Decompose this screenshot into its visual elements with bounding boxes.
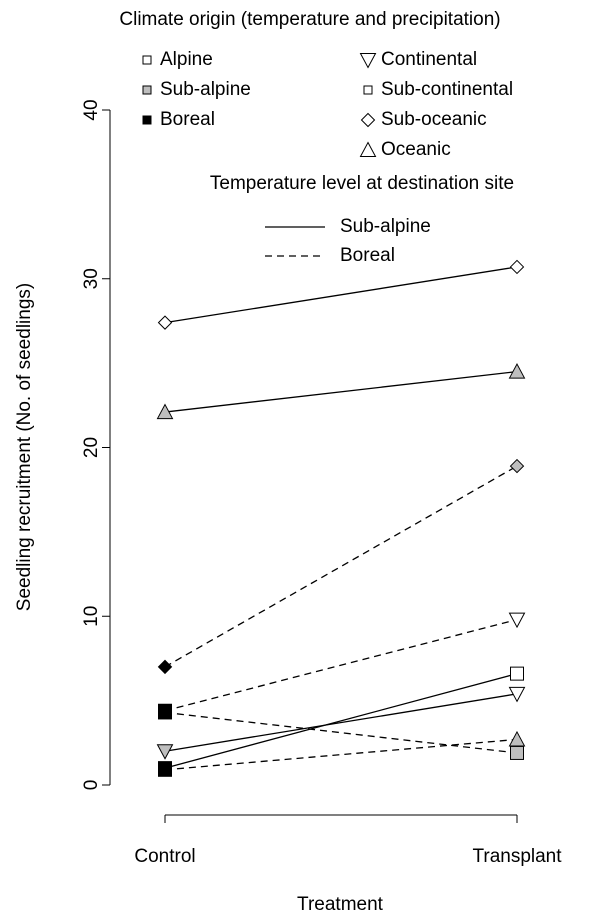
legend-marker bbox=[142, 115, 152, 125]
series-line bbox=[164, 370, 518, 413]
legend-title: Climate origin (temperature and precipit… bbox=[119, 9, 500, 30]
series-line bbox=[164, 465, 518, 668]
y-tick-label: 10 bbox=[81, 606, 102, 627]
legend-marker bbox=[363, 85, 373, 95]
series-line bbox=[164, 618, 518, 712]
x-tick-label: Control bbox=[134, 846, 195, 867]
marker bbox=[156, 744, 174, 760]
marker bbox=[508, 686, 526, 703]
y-tick-label: 30 bbox=[81, 268, 102, 289]
legend-label: Sub-continental bbox=[381, 79, 513, 100]
x-tick-label: Transplant bbox=[472, 846, 562, 867]
legend-marker bbox=[360, 112, 376, 128]
legend-label: Continental bbox=[381, 49, 477, 70]
series-line bbox=[164, 672, 518, 769]
marker bbox=[508, 363, 526, 379]
legend-label: Oceanic bbox=[381, 139, 451, 160]
marker bbox=[509, 458, 525, 474]
y-tick-label: 0 bbox=[81, 780, 102, 791]
marker bbox=[510, 745, 524, 760]
legend-marker bbox=[142, 55, 152, 65]
x-axis-label: Treatment bbox=[297, 894, 384, 915]
y-tick-label: 40 bbox=[81, 99, 102, 120]
legend-label: Sub-oceanic bbox=[381, 109, 487, 130]
legend-label: Alpine bbox=[160, 49, 213, 70]
legend-label: Sub-alpine bbox=[160, 79, 251, 100]
marker bbox=[157, 659, 173, 675]
legend-label: Boreal bbox=[160, 109, 215, 130]
legend-title: Temperature level at destination site bbox=[210, 173, 514, 194]
marker bbox=[508, 612, 526, 629]
y-axis-label: Seedling recruitment (No. of seedlings) bbox=[14, 283, 35, 611]
marker bbox=[157, 315, 173, 330]
legend-marker bbox=[359, 53, 377, 69]
series-line bbox=[164, 266, 518, 324]
legend-marker bbox=[359, 141, 377, 157]
series-line bbox=[164, 693, 518, 752]
series-line bbox=[164, 738, 518, 771]
legend-label: Boreal bbox=[340, 245, 395, 266]
legend-label: Sub-alpine bbox=[340, 216, 431, 237]
marker bbox=[508, 730, 526, 747]
marker bbox=[156, 403, 174, 420]
legend-marker bbox=[142, 85, 152, 95]
marker bbox=[158, 705, 172, 720]
series-line bbox=[164, 711, 518, 754]
y-tick-label: 20 bbox=[81, 437, 102, 458]
marker bbox=[510, 666, 524, 681]
marker bbox=[509, 259, 525, 275]
marker bbox=[158, 761, 172, 776]
